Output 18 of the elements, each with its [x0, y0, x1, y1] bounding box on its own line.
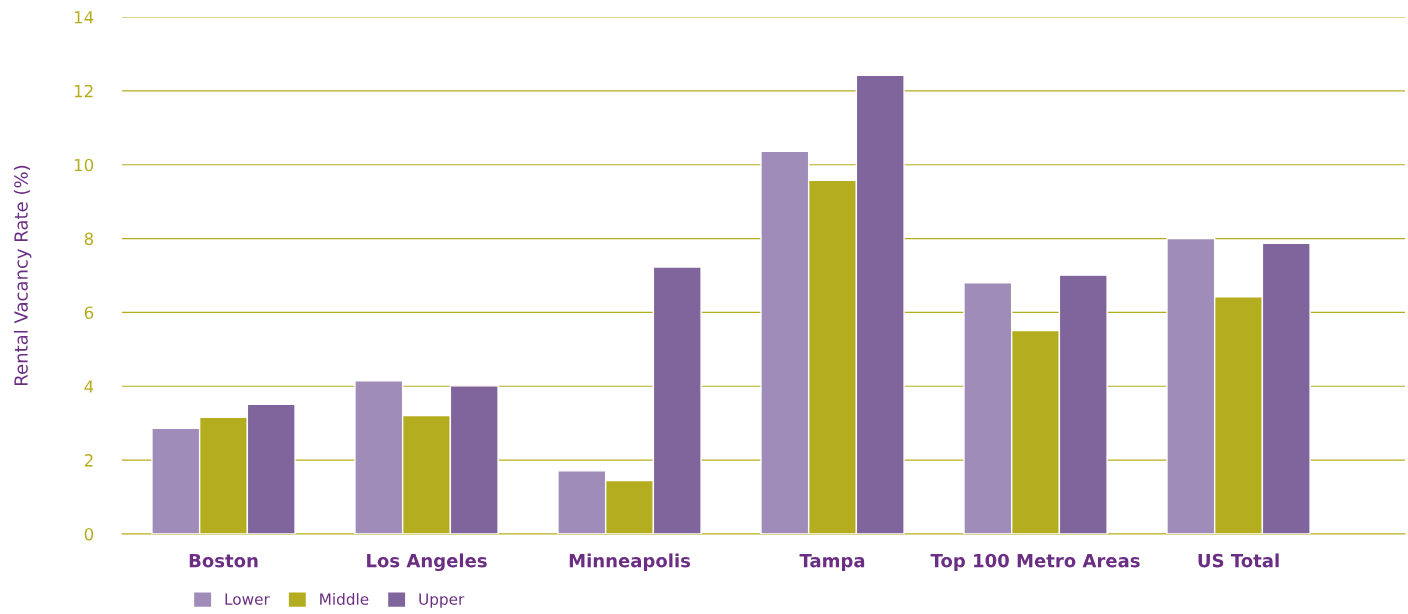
- legend-label: Middle: [320, 593, 369, 605]
- x-tick-label: US Total: [1198, 553, 1279, 568]
- x-tick-label: Minneapolis: [569, 553, 691, 571]
- x-tick-label: Los Angeles: [367, 553, 487, 572]
- x-tick-label: Tampa: [799, 554, 865, 571]
- y-tick-label: 14: [74, 11, 94, 24]
- y-axis-title: Rental Vacancy Rate (%): [13, 165, 32, 385]
- y-tick-label: 10: [74, 158, 94, 172]
- y-tick-label: 12: [74, 84, 93, 98]
- y-tick-label: 4: [84, 380, 94, 393]
- x-tick-label: Boston: [189, 554, 258, 568]
- y-tick-label: 2: [84, 454, 93, 467]
- y-tick-label: 0: [84, 527, 94, 541]
- legend-label: Upper: [419, 593, 465, 608]
- y-tick-label: 8: [84, 232, 94, 246]
- legend-label: Lower: [225, 593, 270, 605]
- x-tick-label: Top 100 Metro Areas: [930, 553, 1140, 571]
- y-tick-label: 6: [84, 306, 94, 319]
